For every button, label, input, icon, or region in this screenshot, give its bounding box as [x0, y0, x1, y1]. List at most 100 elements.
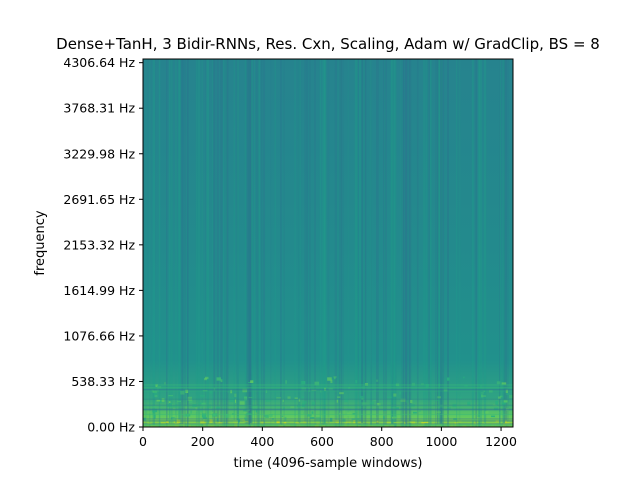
heatmap-cell — [432, 425, 435, 427]
heatmap-cell — [499, 395, 503, 398]
heatmap-cell — [471, 418, 477, 421]
heatmap-streak — [178, 59, 180, 427]
heatmap-streak — [201, 59, 203, 427]
heatmap-cell — [188, 424, 191, 427]
heatmap-cell — [252, 405, 258, 410]
heatmap-streak — [226, 59, 229, 427]
heatmap-streak — [436, 59, 438, 427]
heatmap-cell — [466, 424, 471, 427]
heatmap-cell — [205, 425, 211, 427]
heatmap-cell — [337, 425, 340, 427]
heatmap-cell — [298, 398, 301, 402]
heatmap-streak — [262, 59, 266, 427]
heatmap-cell — [438, 404, 444, 407]
heatmap-cell — [328, 388, 333, 391]
heatmap-cell — [372, 416, 377, 420]
heatmap-band — [143, 420, 513, 423]
heatmap-cell — [207, 404, 212, 409]
heatmap-cell — [157, 389, 159, 392]
heatmap-streak — [417, 59, 419, 427]
heatmap-cell — [271, 418, 275, 420]
heatmap-cell — [306, 409, 308, 411]
heatmap-band — [143, 423, 513, 426]
heatmap-streak — [356, 59, 358, 427]
heatmap-cell — [400, 398, 406, 402]
heatmap-cell — [290, 406, 295, 408]
heatmap-cell — [230, 389, 233, 394]
heatmap-band — [143, 390, 513, 392]
heatmap-cell — [352, 413, 356, 415]
heatmap-streak — [364, 59, 366, 427]
heatmap-cell — [143, 417, 146, 421]
heatmap-cell — [301, 381, 306, 385]
heatmap-cell — [369, 401, 375, 405]
heatmap-cell — [192, 409, 197, 412]
heatmap-cell — [392, 418, 395, 423]
heatmap-streak — [249, 59, 251, 427]
heatmap-streak — [471, 59, 474, 427]
heatmap-streak — [236, 59, 240, 427]
heatmap-cell — [176, 408, 180, 412]
heatmap-cell — [485, 411, 489, 414]
heatmap-band — [143, 419, 513, 421]
heatmap-cell — [212, 413, 217, 417]
heatmap-cell — [248, 396, 253, 399]
heatmap-cell — [195, 407, 198, 411]
heatmap-cell — [246, 412, 252, 415]
heatmap-streak — [236, 59, 238, 427]
heatmap-cell — [165, 425, 170, 427]
heatmap-cell — [329, 417, 333, 422]
heatmap-cell — [202, 390, 208, 392]
heatmap-streak — [294, 59, 296, 427]
heatmap-streak — [502, 59, 505, 427]
heatmap-cell — [283, 422, 287, 425]
heatmap-cell — [234, 393, 237, 397]
heatmap-streak — [408, 59, 411, 427]
heatmap-streak — [248, 59, 251, 427]
heatmap-streak — [274, 59, 276, 427]
heatmap-cell — [184, 406, 188, 410]
heatmap-cells — [143, 59, 513, 427]
heatmap-cell — [295, 422, 300, 425]
heatmap-cell — [187, 413, 189, 417]
heatmap-cell — [495, 420, 499, 423]
heatmap-cell — [305, 421, 308, 425]
x-tick-label: 200 — [191, 434, 215, 449]
heatmap-streak — [359, 59, 362, 427]
heatmap-cell — [337, 396, 341, 398]
heatmap-cell — [210, 424, 213, 427]
heatmap-streak — [216, 59, 219, 427]
heatmap-streak — [184, 59, 186, 427]
heatmap-cell — [410, 399, 413, 403]
heatmap-cell — [289, 421, 294, 423]
heatmap-cell — [276, 407, 280, 410]
y-axis-label: frequency — [33, 210, 48, 276]
heatmap-cell — [203, 416, 207, 420]
heatmap-cell — [220, 379, 223, 383]
heatmap-cell — [187, 396, 192, 401]
heatmap-streak — [233, 59, 235, 427]
heatmap-cell — [153, 405, 157, 409]
heatmap-streak — [319, 59, 322, 427]
heatmap-cell — [301, 387, 307, 391]
heatmap-streak — [361, 59, 362, 427]
heatmap-streak — [361, 59, 365, 427]
heatmap-streak — [182, 59, 184, 427]
heatmap-cell — [300, 422, 305, 426]
heatmap-streak — [427, 59, 429, 427]
heatmap-cell — [459, 397, 462, 399]
heatmap-cell — [501, 402, 506, 405]
x-tick-label: 0 — [139, 434, 147, 449]
heatmap-cell — [420, 383, 424, 385]
heatmap-cell — [164, 382, 166, 385]
heatmap-streak — [440, 59, 442, 427]
heatmap-cell — [311, 401, 316, 406]
heatmap-cell — [167, 404, 169, 407]
heatmap-cell — [180, 390, 185, 395]
heatmap-cell — [310, 416, 315, 419]
heatmap-streak — [187, 59, 189, 427]
heatmap-streak — [307, 59, 309, 427]
heatmap-cell — [307, 414, 312, 417]
heatmap-streak — [169, 59, 170, 427]
heatmap-cell — [501, 382, 507, 385]
